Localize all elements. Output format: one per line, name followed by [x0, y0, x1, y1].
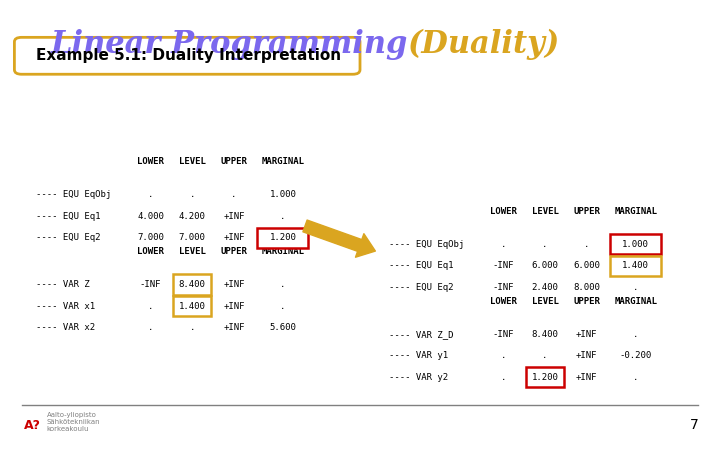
- FancyBboxPatch shape: [610, 234, 661, 254]
- Text: ---- EQU Eq2: ---- EQU Eq2: [36, 234, 101, 243]
- Text: .: .: [500, 351, 506, 360]
- Text: ---- EQU Eq1: ---- EQU Eq1: [389, 261, 454, 270]
- Text: LEVEL: LEVEL: [179, 248, 206, 256]
- Text: -INF: -INF: [492, 261, 514, 270]
- Text: MARGINAL: MARGINAL: [614, 207, 657, 216]
- Text: ---- EQU Eq2: ---- EQU Eq2: [389, 283, 454, 292]
- FancyBboxPatch shape: [526, 367, 564, 387]
- Text: ---- VAR x2: ---- VAR x2: [36, 324, 95, 333]
- Text: 7: 7: [690, 418, 698, 432]
- Text: +INF: +INF: [223, 212, 245, 221]
- FancyBboxPatch shape: [610, 256, 661, 276]
- Text: .: .: [542, 351, 548, 360]
- Text: 8.400: 8.400: [179, 280, 206, 289]
- Text: Example 5.1: Duality Interpretation: Example 5.1: Duality Interpretation: [36, 48, 341, 63]
- Text: MARGINAL: MARGINAL: [261, 248, 305, 256]
- Text: LOWER: LOWER: [490, 207, 517, 216]
- Text: LEVEL: LEVEL: [531, 297, 559, 306]
- Text: -0.200: -0.200: [620, 351, 652, 360]
- Text: .: .: [189, 324, 195, 333]
- Text: ---- EQU EqObj: ---- EQU EqObj: [389, 240, 464, 249]
- Text: Aalto-yliopisto
Sähkötekniikan
korkeakoulu: Aalto-yliopisto Sähkötekniikan korkeakou…: [47, 412, 100, 432]
- Text: 6.000: 6.000: [573, 261, 600, 270]
- Text: LOWER: LOWER: [490, 297, 517, 306]
- Text: .: .: [584, 240, 590, 249]
- Text: 8.000: 8.000: [573, 283, 600, 292]
- Text: +INF: +INF: [576, 373, 598, 382]
- Text: -INF: -INF: [492, 330, 514, 339]
- Text: 1.200: 1.200: [531, 373, 559, 382]
- Text: .: .: [500, 240, 506, 249]
- Text: 5.600: 5.600: [269, 324, 297, 333]
- FancyBboxPatch shape: [173, 274, 211, 295]
- Text: .: .: [633, 373, 639, 382]
- Text: 6.000: 6.000: [531, 261, 559, 270]
- Text: .: .: [280, 302, 286, 311]
- Text: .: .: [633, 283, 639, 292]
- Text: ---- EQU Eq1: ---- EQU Eq1: [36, 212, 101, 221]
- Text: LEVEL: LEVEL: [531, 207, 559, 216]
- Text: UPPER: UPPER: [220, 248, 248, 256]
- Text: 1.400: 1.400: [622, 261, 649, 270]
- Text: +INF: +INF: [576, 330, 598, 339]
- Text: -INF: -INF: [140, 280, 161, 289]
- Text: .: .: [231, 190, 237, 199]
- Text: ---- EQU EqObj: ---- EQU EqObj: [36, 190, 112, 199]
- Text: +INF: +INF: [576, 351, 598, 360]
- FancyBboxPatch shape: [14, 37, 360, 74]
- Text: 8.400: 8.400: [531, 330, 559, 339]
- Text: A?: A?: [24, 419, 41, 432]
- Text: 7.000: 7.000: [137, 234, 164, 243]
- Text: ---- VAR y2: ---- VAR y2: [389, 373, 448, 382]
- Text: MARGINAL: MARGINAL: [614, 297, 657, 306]
- Text: 1.000: 1.000: [622, 240, 649, 249]
- Text: +INF: +INF: [223, 324, 245, 333]
- Text: 4.000: 4.000: [137, 212, 164, 221]
- Text: MARGINAL: MARGINAL: [261, 158, 305, 166]
- Text: +INF: +INF: [223, 234, 245, 243]
- FancyBboxPatch shape: [173, 296, 211, 316]
- Text: ---- VAR Z: ---- VAR Z: [36, 280, 90, 289]
- Text: LOWER: LOWER: [137, 158, 164, 166]
- Text: LEVEL: LEVEL: [179, 158, 206, 166]
- Text: .: .: [542, 240, 548, 249]
- Text: .: .: [148, 302, 153, 311]
- Text: UPPER: UPPER: [573, 207, 600, 216]
- Text: UPPER: UPPER: [220, 158, 248, 166]
- Text: 4.200: 4.200: [179, 212, 206, 221]
- Text: .: .: [280, 212, 286, 221]
- Text: Linear Programming: Linear Programming: [50, 29, 408, 60]
- Text: 1.200: 1.200: [269, 234, 297, 243]
- FancyBboxPatch shape: [257, 228, 308, 248]
- Text: 1.400: 1.400: [179, 302, 206, 311]
- Text: .: .: [148, 190, 153, 199]
- Text: ---- VAR x1: ---- VAR x1: [36, 302, 95, 311]
- Text: +INF: +INF: [223, 302, 245, 311]
- Text: .: .: [500, 373, 506, 382]
- Text: (Duality): (Duality): [407, 29, 559, 60]
- Text: LOWER: LOWER: [137, 248, 164, 256]
- Text: .: .: [280, 280, 286, 289]
- FancyArrowPatch shape: [303, 220, 375, 257]
- Text: -INF: -INF: [492, 283, 514, 292]
- Text: .: .: [148, 324, 153, 333]
- Text: 7.000: 7.000: [179, 234, 206, 243]
- Text: 1.000: 1.000: [269, 190, 297, 199]
- Text: UPPER: UPPER: [573, 297, 600, 306]
- Text: +INF: +INF: [223, 280, 245, 289]
- Text: 2.400: 2.400: [531, 283, 559, 292]
- Text: ---- VAR Z_D: ---- VAR Z_D: [389, 330, 454, 339]
- Text: .: .: [633, 330, 639, 339]
- Text: .: .: [189, 190, 195, 199]
- Text: ---- VAR y1: ---- VAR y1: [389, 351, 448, 360]
